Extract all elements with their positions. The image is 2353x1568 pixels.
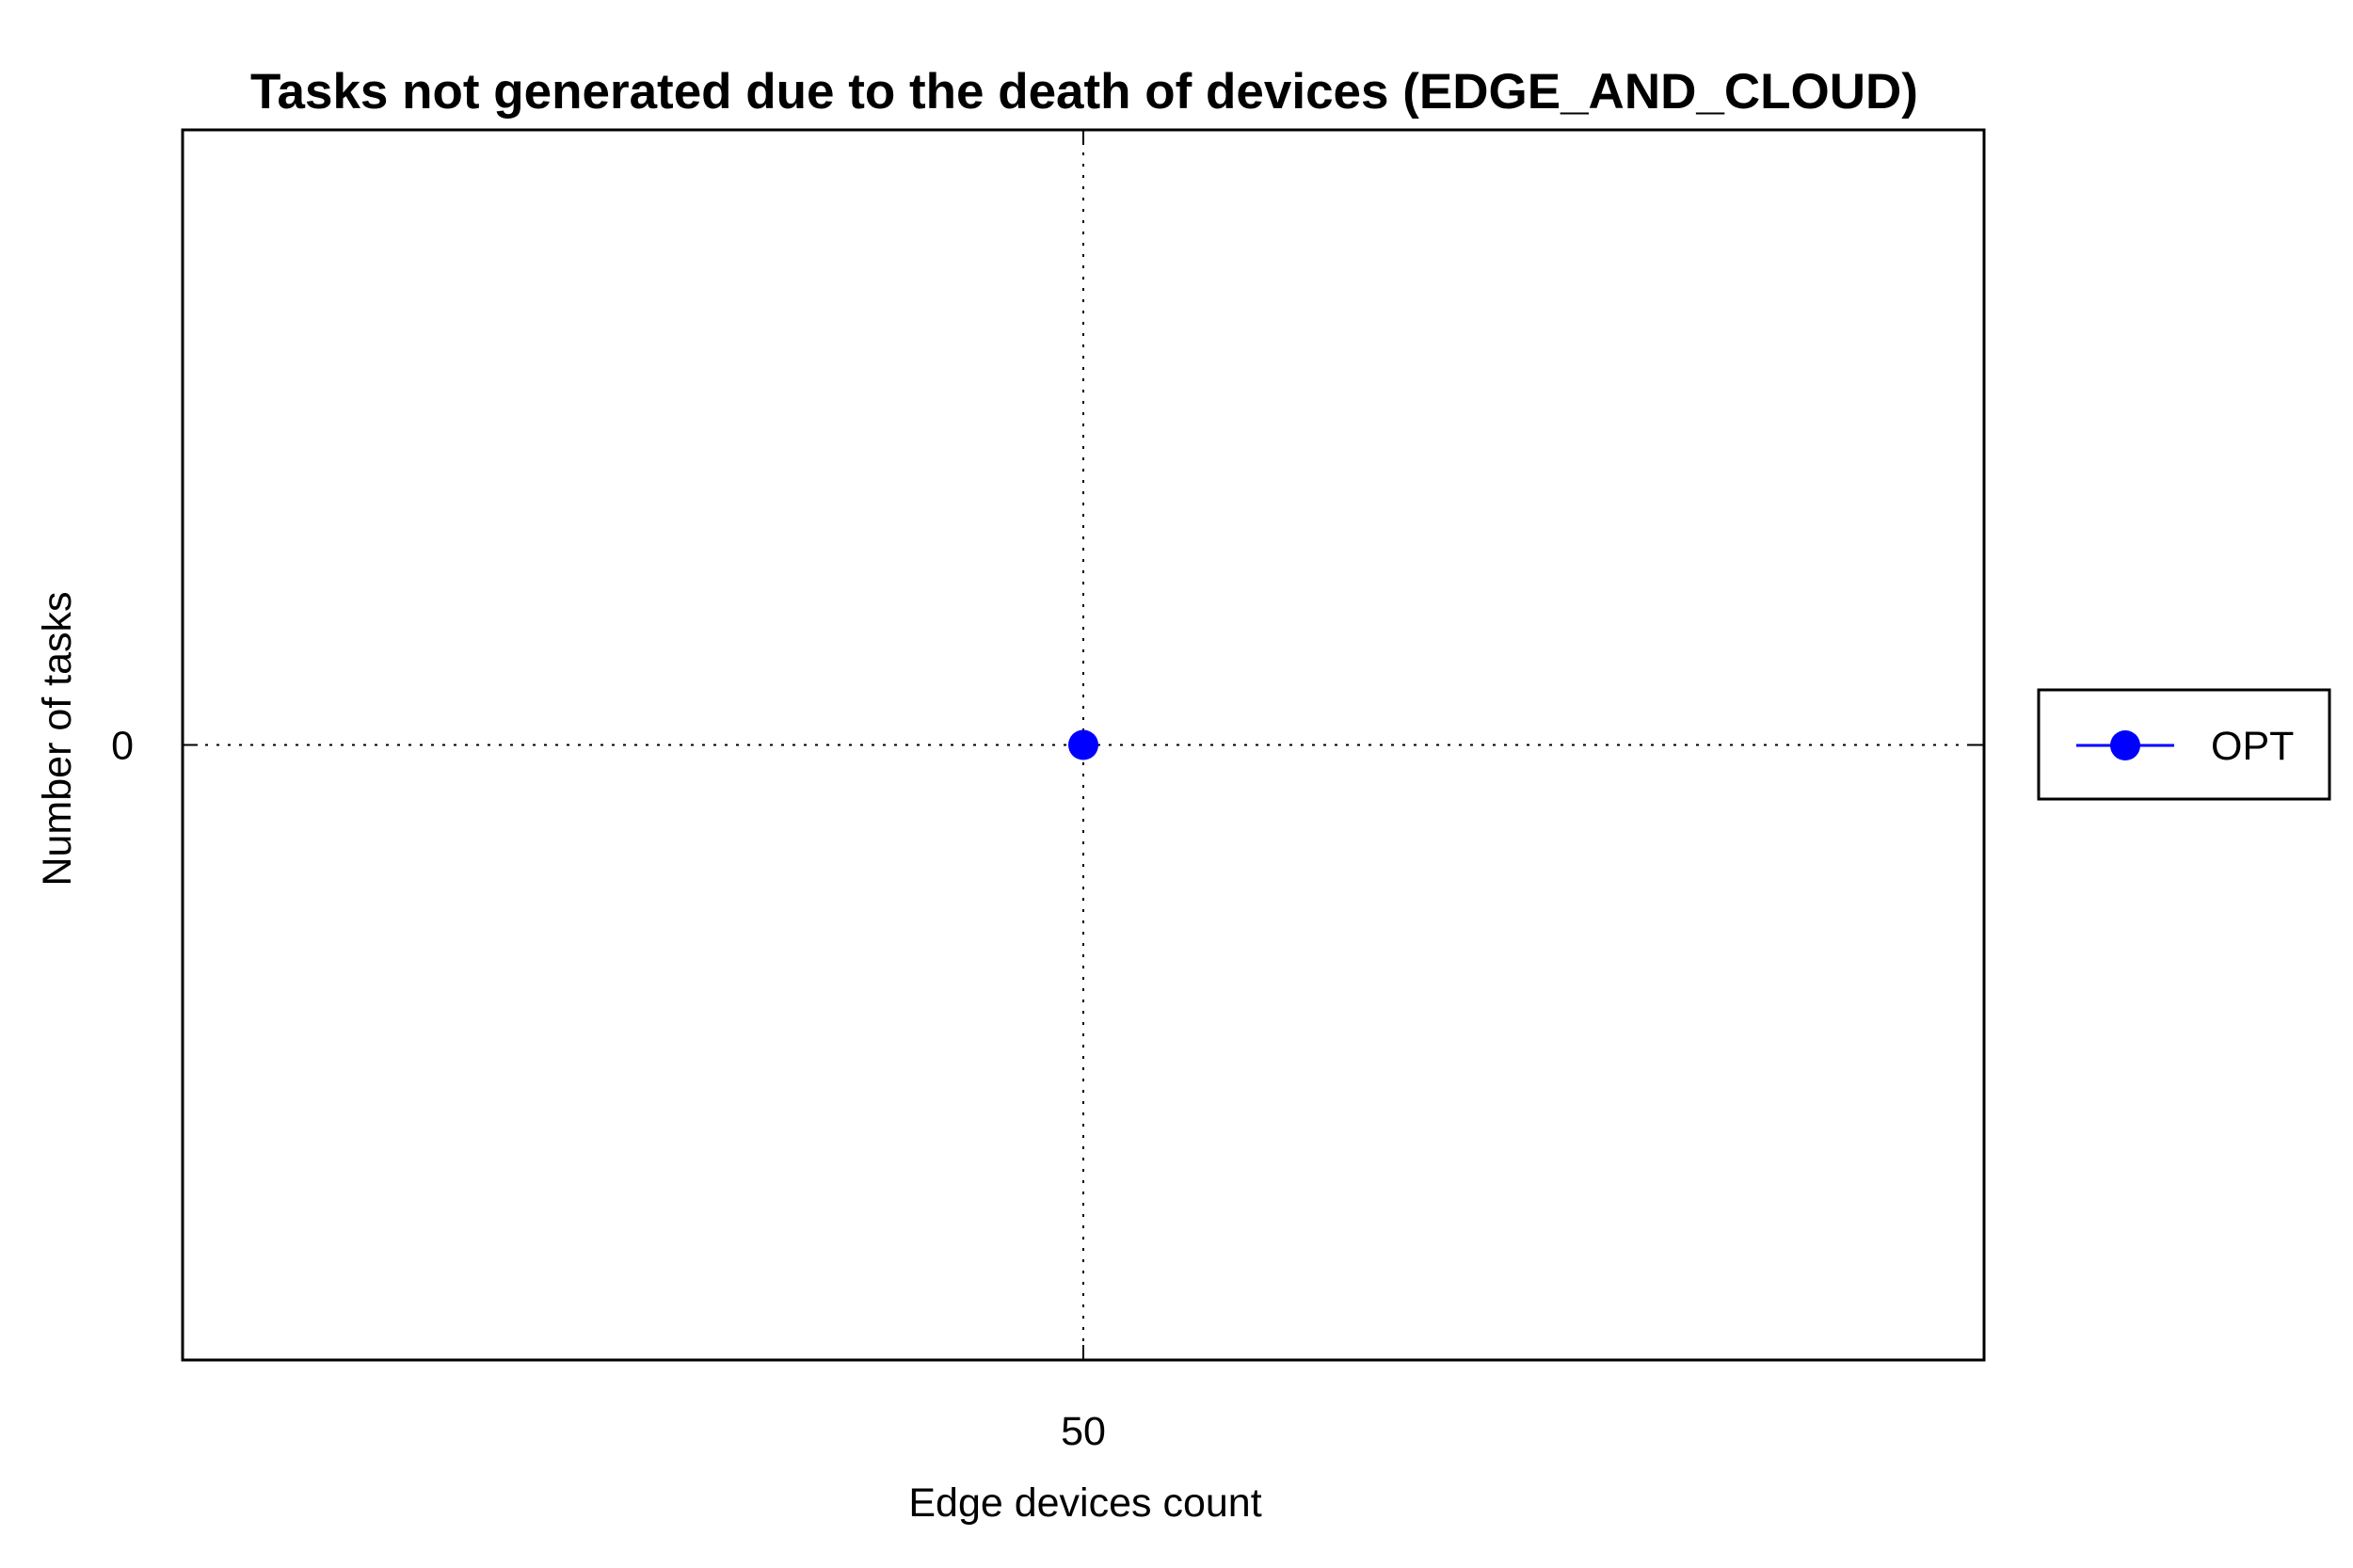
- series-layer: [1068, 729, 1098, 760]
- x-axis-label: Edge devices count: [908, 1480, 1261, 1526]
- chart-title: Tasks not generated due to the death of …: [250, 64, 1918, 120]
- legend-label-opt: OPT: [2211, 724, 2294, 769]
- legend-box: [2037, 688, 2331, 801]
- y-axis-label: Number of tasks: [35, 591, 80, 886]
- x-tick-label: 50: [1061, 1409, 1106, 1454]
- legend-marker-icon: [2110, 730, 2140, 760]
- grid: [183, 130, 1984, 1360]
- data-point-opt: [1068, 729, 1098, 760]
- y-tick-label: 0: [111, 724, 134, 769]
- legend: OPT: [2037, 688, 2331, 801]
- axis-ticks: 50 0: [111, 130, 1984, 1454]
